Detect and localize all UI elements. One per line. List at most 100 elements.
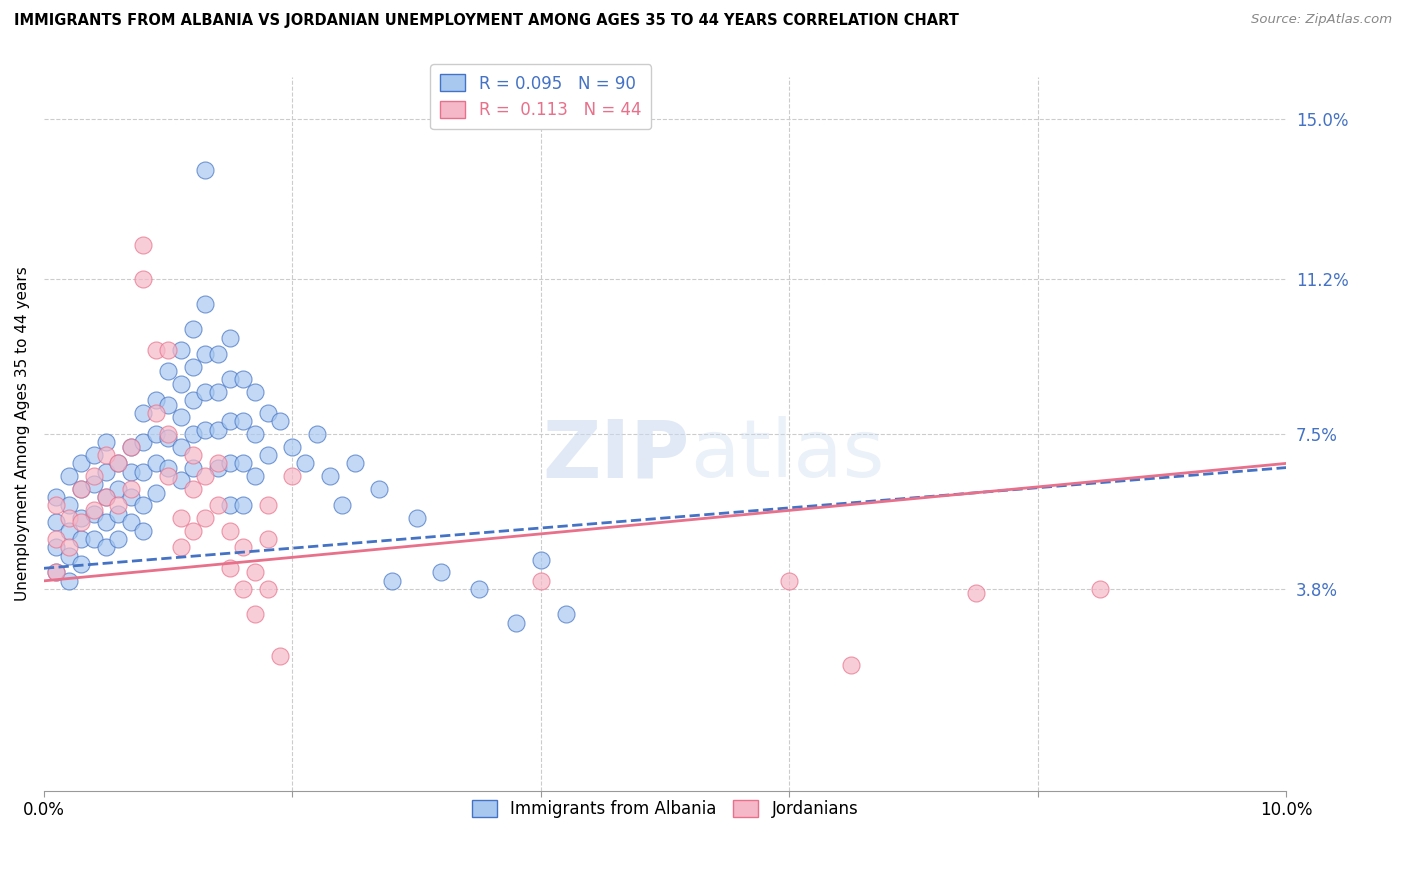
Point [120,465,142,479]
Point [70,482,93,496]
Point [232,582,254,597]
Point [169,511,191,525]
Text: Source: ZipAtlas.com: Source: ZipAtlas.com [1251,13,1392,27]
Point [232,372,254,386]
Point [181,322,204,336]
Point [45,515,67,529]
Point [94,465,117,479]
Point [132,406,155,420]
Point [243,427,266,442]
Point [232,499,254,513]
Point [269,649,291,664]
Point [330,499,353,513]
Point [70,482,93,496]
Point [169,376,191,391]
Point [58,524,80,538]
Point [132,272,155,286]
Point [243,469,266,483]
Point [157,431,180,445]
Point [219,372,242,386]
Point [107,456,129,470]
Point [194,423,217,437]
Point [157,364,180,378]
Point [58,511,80,525]
Point [145,343,167,358]
Point [107,532,129,546]
Point [45,499,67,513]
Point [207,456,229,470]
Point [132,435,155,450]
Point [83,448,105,462]
Point [207,499,229,513]
Point [107,482,129,496]
Point [70,456,93,470]
Point [120,490,142,504]
Point [207,460,229,475]
Point [243,385,266,400]
Point [194,162,217,177]
Point [132,524,155,538]
Point [381,574,404,588]
Point [778,574,800,588]
Point [45,566,67,580]
Point [181,359,204,374]
Point [120,515,142,529]
Point [294,456,316,470]
Point [256,532,278,546]
Point [94,541,117,555]
Point [132,465,155,479]
Point [181,393,204,408]
Point [232,541,254,555]
Point [194,347,217,361]
Point [281,440,304,454]
Point [219,330,242,344]
Point [169,541,191,555]
Point [169,473,191,487]
Point [318,469,340,483]
Point [45,541,67,555]
Point [232,414,254,428]
Point [70,532,93,546]
Text: ZIP: ZIP [543,417,690,494]
Point [219,456,242,470]
Point [132,499,155,513]
Point [207,423,229,437]
Point [83,507,105,521]
Point [58,549,80,563]
Point [169,440,191,454]
Point [120,440,142,454]
Point [157,460,180,475]
Point [368,482,391,496]
Point [965,586,987,600]
Point [145,406,167,420]
Point [45,532,67,546]
Point [207,347,229,361]
Point [145,427,167,442]
Point [530,574,553,588]
Point [70,557,93,571]
Text: IMMIGRANTS FROM ALBANIA VS JORDANIAN UNEMPLOYMENT AMONG AGES 35 TO 44 YEARS CORR: IMMIGRANTS FROM ALBANIA VS JORDANIAN UNE… [14,13,959,29]
Point [157,469,180,483]
Point [58,541,80,555]
Point [94,490,117,504]
Point [281,469,304,483]
Point [83,469,105,483]
Point [181,482,204,496]
Point [145,485,167,500]
Point [256,448,278,462]
Point [219,561,242,575]
Point [430,566,453,580]
Point [207,385,229,400]
Y-axis label: Unemployment Among Ages 35 to 44 years: Unemployment Among Ages 35 to 44 years [15,267,30,601]
Point [405,511,427,525]
Point [45,490,67,504]
Point [256,499,278,513]
Point [505,615,527,630]
Legend: Immigrants from Albania, Jordanians: Immigrants from Albania, Jordanians [465,794,865,825]
Point [219,524,242,538]
Point [107,507,129,521]
Point [58,574,80,588]
Point [120,440,142,454]
Point [132,238,155,252]
Point [181,460,204,475]
